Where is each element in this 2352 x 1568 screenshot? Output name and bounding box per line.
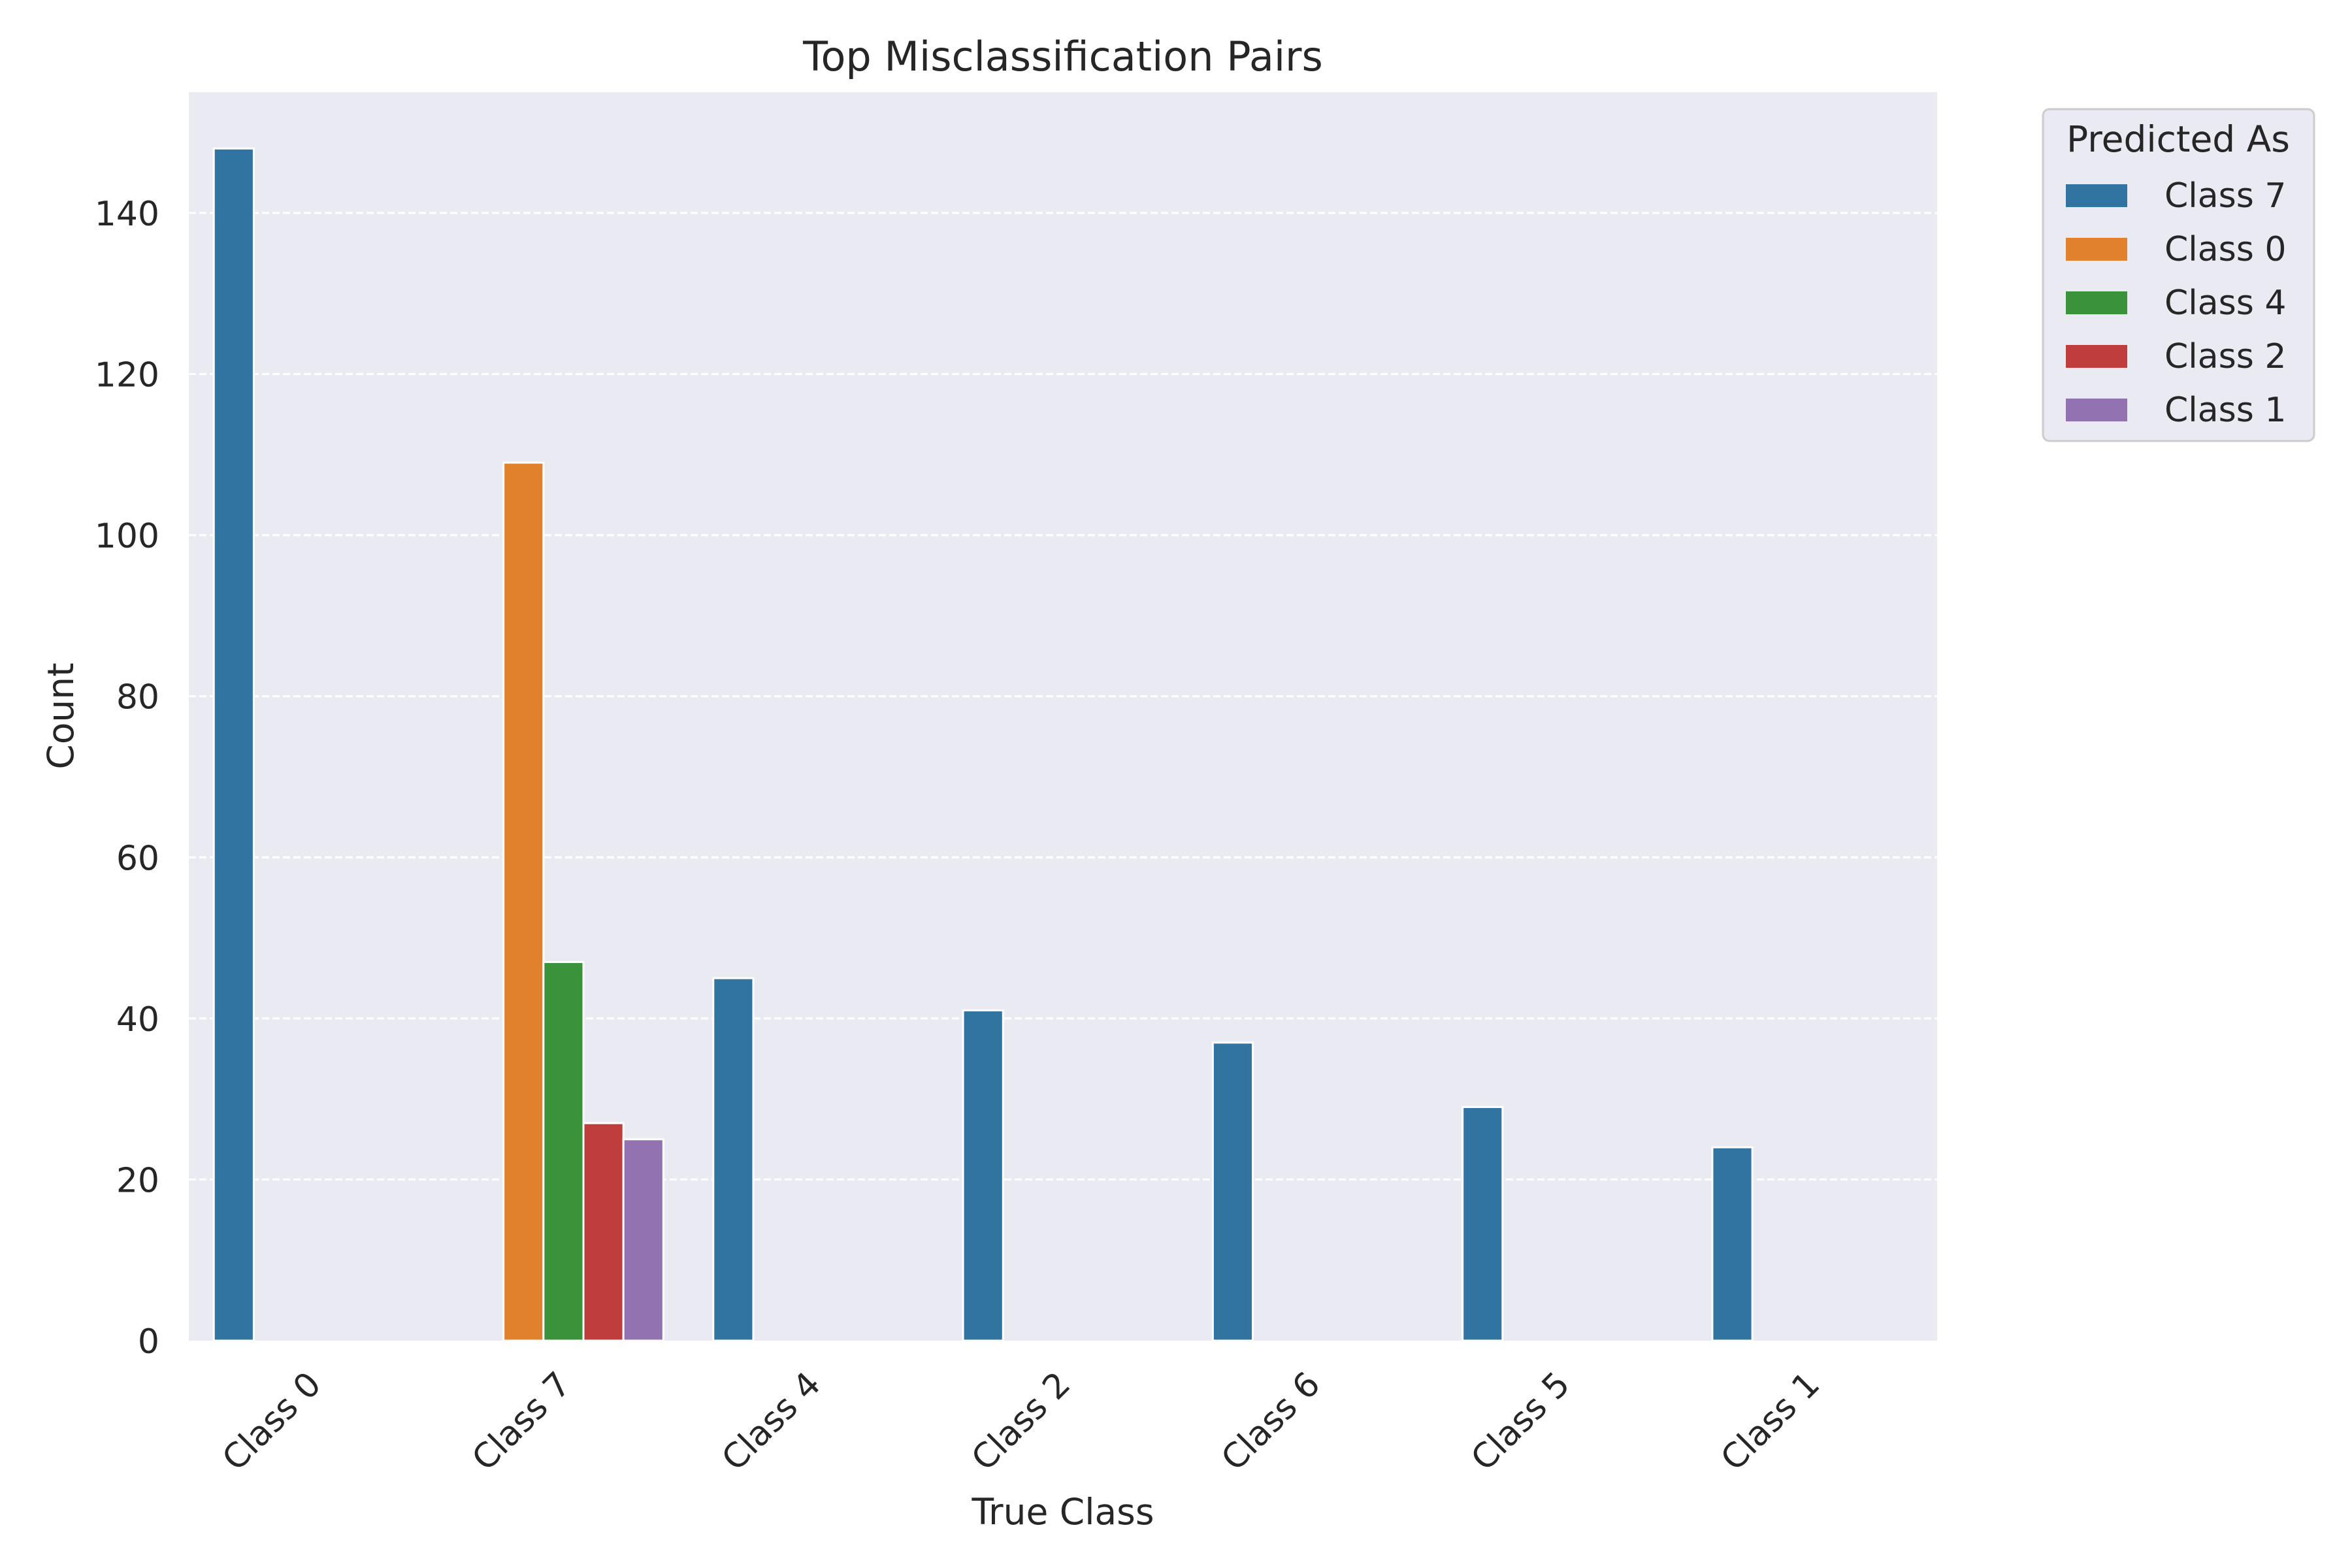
bar-class-7-class-4: [712, 977, 755, 1342]
y-tick-label: 80: [116, 678, 159, 717]
x-axis-label: True Class: [971, 1491, 1154, 1533]
legend-title: Predicted As: [2066, 118, 2290, 160]
legend: Predicted As Class 7 Class 0 Class 4 Class …: [2042, 108, 2315, 442]
y-axis-label: Count: [40, 662, 82, 769]
bar-class-0-class-7: [502, 461, 545, 1342]
legend-entry-label: Class 1: [2164, 391, 2286, 430]
bar-class-7-class-1: [1711, 1146, 1754, 1342]
y-tick-label: 40: [116, 1000, 159, 1039]
bar-class-7-class-6: [1211, 1041, 1254, 1342]
legend-entry-label: Class 4: [2164, 284, 2286, 323]
y-tick-label: 100: [95, 517, 159, 556]
legend-entry-label: Class 2: [2164, 337, 2286, 376]
bars: [212, 147, 1754, 1342]
bar-class-2-class-7: [582, 1122, 625, 1342]
legend-swatch: [2066, 238, 2127, 261]
y-tick-label: 60: [116, 839, 159, 878]
grid-lines: [189, 212, 1937, 1181]
legend-swatch: [2066, 291, 2127, 314]
legend-entry-label: Class 7: [2164, 176, 2286, 216]
bar-class-1-class-7: [622, 1138, 664, 1342]
legend-swatch: [2066, 399, 2127, 421]
y-tick-label: 20: [116, 1161, 159, 1200]
plot-background: [189, 92, 1937, 1341]
chart-title: Top Misclassification Pairs: [802, 33, 1323, 80]
bar-class-4-class-7: [542, 961, 585, 1342]
bar-class-7-class-0: [212, 147, 255, 1342]
y-tick-labels: 0 20 40 60 80 100 120 140: [95, 195, 159, 1362]
y-tick-label: 140: [95, 195, 159, 234]
bar-class-7-class-2: [962, 1009, 1004, 1342]
y-tick-label: 0: [138, 1322, 159, 1362]
legend-swatch: [2066, 184, 2127, 207]
legend-entry-label: Class 0: [2164, 230, 2286, 269]
bar-class-7-class-5: [1462, 1105, 1504, 1342]
y-tick-label: 120: [95, 356, 159, 395]
legend-swatch: [2066, 345, 2127, 368]
